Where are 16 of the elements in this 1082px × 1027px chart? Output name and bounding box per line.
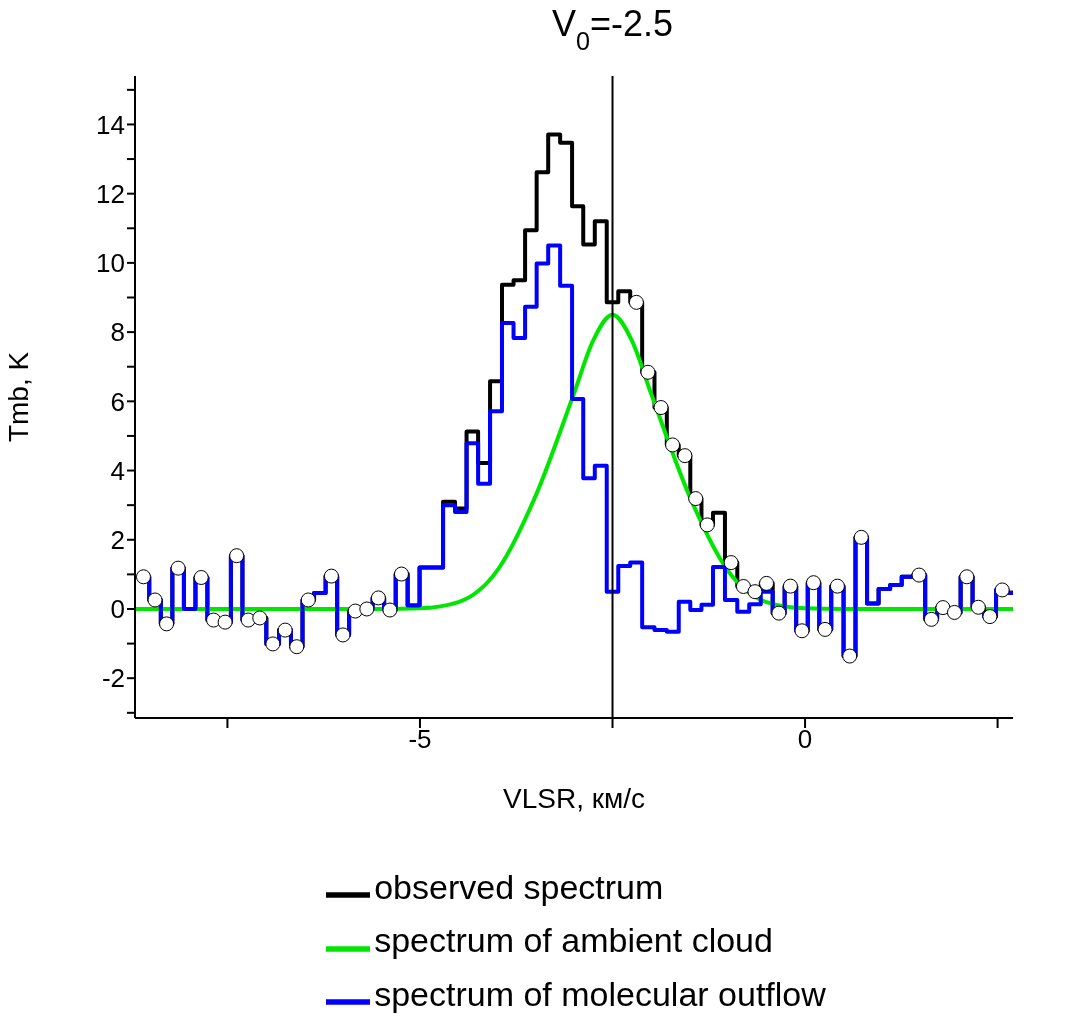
- legend-label: spectrum of ambient cloud: [374, 921, 773, 960]
- y-tick-label: 0: [110, 594, 125, 625]
- y-tick-label: 8: [110, 317, 125, 348]
- y-tick-label: 6: [110, 386, 125, 417]
- x-tick-label: -5: [408, 724, 432, 755]
- ref-line-label: V$_{0}$=-2.5: [551, 3, 674, 55]
- y-tick-label: 12: [96, 178, 125, 209]
- y-tick-label: -2: [101, 663, 125, 694]
- legend-label: observed spectrum: [374, 868, 664, 906]
- y-tick-label: 4: [110, 455, 125, 486]
- y-tick-label: 2: [110, 524, 125, 555]
- legend-label: spectrum of molecular outflow: [374, 974, 826, 1013]
- y-axis-title: Tmb, K: [2, 351, 34, 443]
- y-tick-label: 10: [96, 248, 125, 279]
- y-tick-label: 14: [96, 109, 125, 140]
- x-axis-title: VLSR, км/с: [503, 782, 645, 814]
